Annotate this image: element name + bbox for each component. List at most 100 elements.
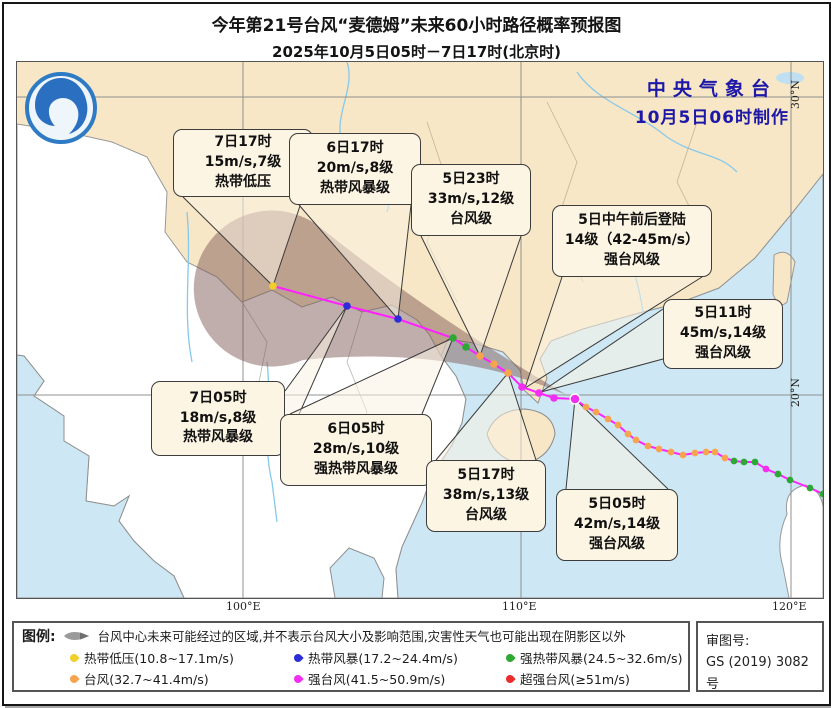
callout-line: 15m/s,7级 [204,154,282,171]
legend-item-label: 热带风暴(17.2~24.4m/s) [308,651,458,666]
typhoon-intensity-icon [292,672,304,685]
leader-line-c7d17 [182,196,274,287]
agency-issued-time: 10月5日06时制作 [634,108,789,128]
agency-block: 中央气象台 10月5日06时制作 [635,74,789,128]
legend-items: 热带低压(10.8~17.1m/s) 热带风暴(17.2~24.4m/s) 强热带风… [68,648,683,688]
observed-point [774,470,782,478]
legend-item-label: 超强台风(≥51m/s) [520,672,630,687]
observed-point [691,449,699,457]
callout-line: 热带风暴级 [183,429,253,446]
agency-name: 中央气象台 [646,78,777,100]
callout-line: 7日17时 [214,134,272,151]
cma-logo-swirl [35,78,88,134]
callout-c5d05: 5日05时 42m/s,14级 强台风级 [556,489,678,561]
leader-fan-c5d17 [436,373,536,460]
forecast-point [343,302,351,310]
callout-line: 6日05时 [327,421,385,438]
leader-line-landfall [524,276,563,389]
leader-fan-c5d05 [566,399,668,489]
legend-item: 强热带风暴(24.5~32.6m/s) [504,648,683,667]
bay-of-bengal [17,354,185,598]
observed-point [762,465,770,473]
legend-item-label: 强热带风暴(24.5~32.6m/s) [520,651,683,666]
observed-point [786,476,794,484]
callout-line: 45m/s,14级 [679,325,767,342]
callout-line: 强台风级 [589,535,645,552]
observed-point [592,408,600,416]
callout-c5d17: 5日17时 38m/s,13级 台风级 [426,460,546,532]
typhoon-intensity-icon [292,651,304,664]
observed-point [632,436,640,444]
callout-line: 38m/s,13级 [442,487,530,504]
callout-line: 强台风级 [695,344,751,361]
observed-point [655,445,663,453]
callout-line: 28m/s,10级 [312,441,400,458]
lake [776,72,804,84]
leader-fan-c5d23 [421,236,521,356]
lon-label: 100°E [226,600,261,613]
legend-item: 超强台风(≥51m/s) [504,669,683,688]
typhoon-intensity-icon [68,651,80,664]
legend-item: 强台风(41.5~50.9m/s) [292,669,506,688]
observed-point [730,457,738,465]
forecast-point [535,389,543,397]
callout-line: 14级（42-45m/s） [564,232,700,249]
forecast-point [550,394,558,402]
leader-line-c5d05 [574,398,669,490]
callout-line: 42m/s,14级 [573,516,661,533]
observed-point [667,448,675,456]
observed-point [711,448,719,456]
lon-label: 120°E [772,600,807,613]
forecast-point [462,343,470,351]
page-subtitle: 2025年10月5日05时－7日17时(北京时) [272,43,561,61]
observed-point [819,490,823,498]
callout-line: 台风级 [465,506,507,523]
legend-cone-note: 台风中心未来可能经过的区域,并不表示台风大小及影响范围,灾害性天气也可能出现在阴… [97,629,626,644]
leader-line-c5d23 [479,235,522,357]
callout-line: 强台风级 [604,251,660,268]
callout-landfall: 5日中午前后登陆 14级（42-45m/s） 强台风级 [552,205,712,277]
callout-line: 热带风暴级 [320,179,390,196]
typhoon-intensity-icon [504,672,516,685]
legend-item-label: 台风(32.7~41.4m/s) [84,672,209,687]
gulf-of-thailand [329,547,385,598]
leader-line-c6d17 [298,204,399,320]
leader-line-c6d05 [421,337,454,415]
typhoon-tracks [269,282,823,498]
observed-point [604,415,612,423]
cone-icon [63,632,89,640]
observed-point [702,448,710,456]
observed-point [582,403,590,411]
callout-line: 强热带风暴级 [314,460,398,477]
lat-label: 30°N [789,79,803,110]
legend-item: 热带低压(10.8~17.1m/s) [68,648,294,667]
callout-c7d05: 7日05时 18m/s,8级 热带风暴级 [151,381,285,456]
callout-line: 热带低压 [215,173,271,190]
typhoon-intensity-icon [504,651,516,664]
lon-label: 110°E [502,600,537,613]
observed-point [614,421,622,429]
forecast-point [449,334,457,342]
leader-line-c6d05 [289,337,454,415]
legend-item-label: 强台风(41.5~50.9m/s) [308,672,446,687]
observed-point [740,458,748,466]
typhoon-intensity-icon [68,672,80,685]
leader-line-c5d11 [540,358,664,393]
legend-item: 台风(32.7~41.4m/s) [68,669,294,688]
forecast-point [504,369,512,377]
callout-line: 18m/s,8级 [179,409,257,426]
callout-line: 20m/s,8级 [316,160,394,177]
cma-logo [25,72,97,144]
typhoon-track-map: 中央气象台 10月5日06时制作 7日17时 15m/s,7级 热带低压 6日17时 2… [16,61,824,599]
legend-item-label: 热带低压(10.8~17.1m/s) [84,651,234,666]
callout-line: 5日中午前后登陆 [578,212,686,229]
callout-c6d05: 6日05时 28m/s,10级 强热带风暴级 [280,414,432,486]
leader-line-c5d05 [565,398,576,490]
callout-c5d23: 5日23时 33m/s,12级 台风级 [411,164,531,236]
callout-line: 台风级 [450,210,492,227]
callout-line: 6日17时 [326,140,384,157]
callout-c6d17: 6日17时 20m/s,8级 热带风暴级 [289,133,421,205]
page-title: 今年第21号台风“麦德姆”未来60小时路径概率预报图 [211,16,622,36]
observed-point [806,484,814,492]
observed-point [751,458,759,466]
